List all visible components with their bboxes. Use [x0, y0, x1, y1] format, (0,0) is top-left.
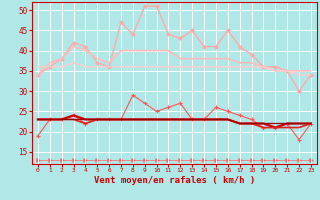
X-axis label: Vent moyen/en rafales ( km/h ): Vent moyen/en rafales ( km/h ) [94, 176, 255, 185]
